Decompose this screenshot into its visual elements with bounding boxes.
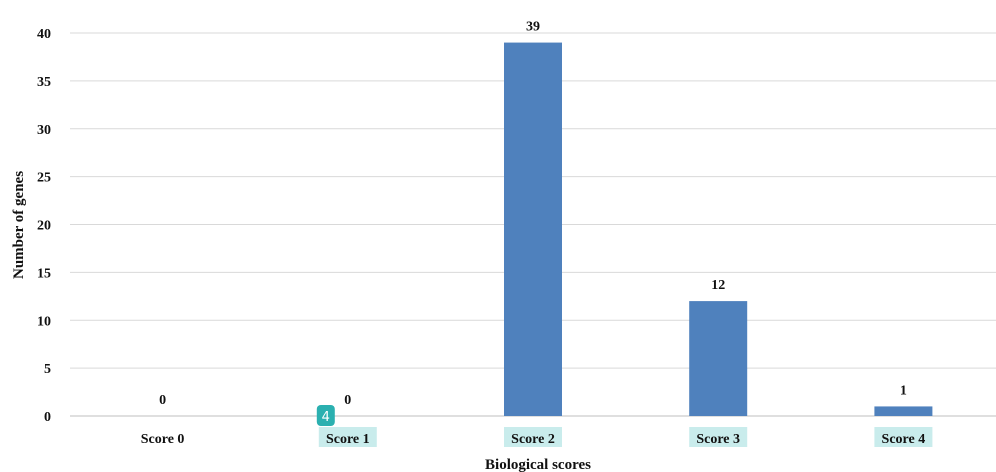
badge-box[interactable] (316, 405, 335, 426)
data-label: 1 (900, 383, 907, 398)
y-axis: 0 5 10 15 20 25 30 35 40 (37, 27, 51, 425)
y-tick-label: 15 (37, 266, 51, 281)
x-axis-title: Biological scores (485, 457, 591, 472)
bar (689, 301, 748, 416)
y-tick-label: 40 (37, 27, 51, 42)
x-tick-label: Score 1 (326, 432, 370, 447)
x-tick-label: Score 2 (511, 432, 555, 447)
y-tick-label: 25 (37, 171, 51, 186)
x-tick-label: Score 4 (882, 432, 926, 447)
y-tick-label: 30 (37, 123, 51, 138)
annotation-badge[interactable]: 4 (316, 405, 335, 426)
data-label: 39 (526, 20, 540, 35)
category-highlights (318, 427, 933, 447)
category-highlight (504, 427, 562, 447)
bar (874, 406, 933, 416)
x-axis: Score 0 Score 1 Score 2 Score 3 Score 4 (141, 432, 925, 447)
bar (504, 42, 562, 416)
data-labels: 0 0 39 12 1 (159, 20, 907, 408)
x-tick-label: Score 0 (141, 432, 185, 447)
x-tick-label: Score 3 (696, 432, 740, 447)
y-tick-label: 0 (44, 410, 51, 425)
bars (504, 42, 933, 416)
category-highlight (874, 427, 933, 447)
category-highlight (689, 427, 748, 447)
y-tick-label: 20 (37, 219, 51, 234)
y-tick-label: 5 (44, 362, 51, 377)
y-tick-label: 10 (37, 314, 51, 329)
data-label: 0 (344, 393, 351, 408)
badge-number: 4 (322, 410, 330, 425)
data-label: 12 (711, 278, 725, 293)
category-highlight (318, 427, 377, 447)
y-tick-label: 35 (37, 75, 51, 90)
y-axis-title: Number of genes (11, 171, 27, 279)
data-label: 0 (159, 393, 166, 408)
